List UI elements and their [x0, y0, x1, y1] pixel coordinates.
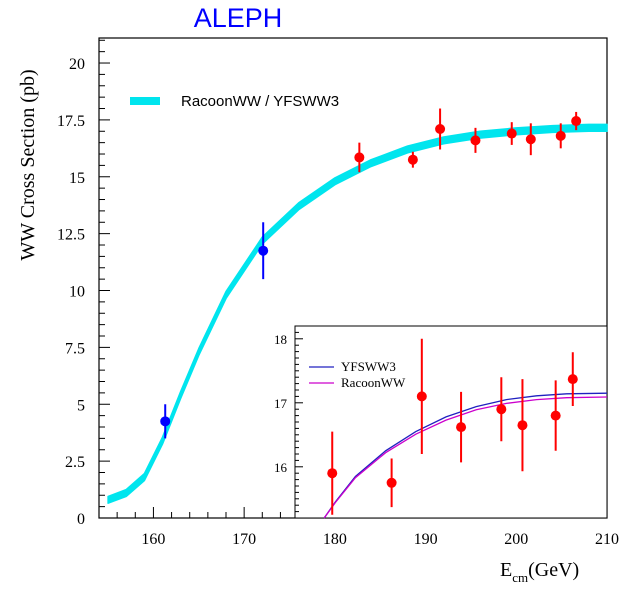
x-tick-label: 180: [323, 531, 347, 548]
x-tick-label: 160: [141, 531, 165, 548]
data-point: [571, 116, 582, 127]
inset-data-point: [567, 374, 578, 385]
data-point: [258, 245, 269, 256]
inset-data-points: [327, 338, 578, 515]
data-point: [555, 130, 566, 141]
x-axis-label-unit: (GeV): [528, 559, 579, 581]
legend-band-label: RacoonWW / YFSWW3: [181, 93, 339, 110]
data-point: [435, 123, 446, 134]
y-tick-label: 12.5: [57, 227, 85, 244]
x-tick-label: 210: [595, 531, 619, 548]
y-axis-label: WW Cross Section (pb): [17, 69, 39, 260]
inset-data-point: [327, 468, 338, 479]
data-point: [354, 152, 365, 163]
inset-y-axis-ticks: 16 17 18: [274, 332, 303, 513]
data-point: [407, 154, 418, 165]
data-point: [506, 128, 517, 139]
inset-data-point: [416, 391, 427, 402]
y-tick-label: 15: [69, 170, 85, 187]
x-axis-label: Ecm(GeV): [500, 559, 579, 585]
data-point: [160, 416, 171, 427]
inset-y-tick-label: 18: [274, 332, 287, 347]
data-point: [470, 135, 481, 146]
y-tick-label: 2.5: [65, 454, 85, 471]
theory-band: [107, 123, 608, 504]
inset-legend-racoonww-label: RacoonWW: [341, 375, 406, 390]
inset-data-point: [456, 422, 467, 433]
y-tick-label: 7.5: [65, 340, 85, 357]
inset-data-point: [496, 404, 507, 415]
x-tick-label: 190: [414, 531, 438, 548]
data-point: [525, 134, 536, 145]
inset-data-point: [550, 410, 561, 421]
y-tick-label: 0: [77, 511, 85, 528]
chart-title: ALEPH: [194, 3, 283, 33]
main-data-points: [160, 108, 582, 439]
inset-theory-lines: [323, 392, 608, 519]
inset-y-tick-label: 17: [274, 396, 288, 411]
inset-legend-yfsww3-label: YFSWW3: [341, 359, 396, 374]
x-tick-label: 170: [232, 531, 256, 548]
x-tick-label: 200: [504, 531, 528, 548]
y-tick-label: 17.5: [57, 113, 85, 130]
inset-y-tick-label: 16: [274, 460, 288, 475]
theory-band-layer: [107, 123, 608, 504]
inset-plot-frame: [294, 325, 608, 519]
y-tick-label: 5: [77, 397, 85, 414]
inset-data-point: [517, 420, 528, 431]
legend-band-swatch: [130, 97, 160, 105]
x-axis-label-main: E: [500, 559, 512, 581]
y-tick-label: 10: [69, 284, 85, 301]
y-axis-ticks: 0 2.5 5 7.5 10 12.5 15 17.5 20: [57, 39, 110, 528]
inset-theory-line: [323, 396, 608, 519]
x-axis-label-sub: cm: [512, 570, 528, 585]
y-tick-label: 20: [69, 56, 85, 73]
inset-data-point: [386, 477, 397, 488]
inset-theory-line: [323, 392, 608, 519]
